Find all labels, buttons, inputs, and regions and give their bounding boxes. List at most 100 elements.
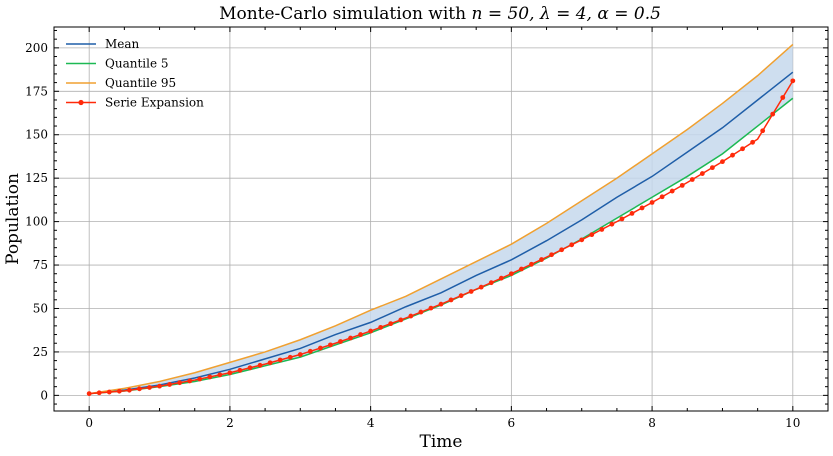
data-point bbox=[519, 266, 524, 272]
x-tick-label: 6 bbox=[508, 416, 516, 430]
data-point bbox=[328, 342, 333, 348]
x-tick-label: 8 bbox=[648, 416, 656, 430]
data-point bbox=[217, 372, 223, 378]
y-tick-label: 50 bbox=[33, 301, 48, 315]
x-tick-label: 2 bbox=[226, 416, 234, 430]
data-point bbox=[619, 216, 625, 222]
data-point bbox=[126, 387, 132, 393]
y-tick-label: 100 bbox=[25, 215, 48, 229]
data-point bbox=[730, 152, 735, 158]
data-point bbox=[599, 227, 605, 232]
data-point bbox=[740, 146, 745, 152]
data-point bbox=[468, 289, 474, 294]
data-point bbox=[539, 257, 544, 262]
data-point bbox=[137, 386, 142, 392]
data-point bbox=[348, 335, 353, 341]
data-point bbox=[187, 378, 193, 384]
chart-title: Monte-Carlo simulation with n = 50, λ = … bbox=[219, 4, 661, 24]
data-point bbox=[267, 360, 273, 366]
y-tick-label: 150 bbox=[25, 128, 48, 142]
y-tick-label: 25 bbox=[33, 345, 48, 359]
legend-label-quantile-95: Quantile 95 bbox=[105, 76, 176, 90]
data-point bbox=[167, 382, 173, 387]
data-point bbox=[307, 348, 313, 354]
data-point bbox=[157, 383, 162, 389]
data-point bbox=[699, 171, 705, 176]
data-point bbox=[710, 165, 715, 171]
data-point bbox=[669, 188, 675, 194]
y-tick-label: 200 bbox=[25, 41, 48, 55]
data-point bbox=[508, 271, 514, 277]
x-axis-label: Time bbox=[420, 432, 463, 452]
data-point bbox=[790, 78, 796, 84]
data-point bbox=[247, 365, 253, 371]
y-tick-label: 125 bbox=[25, 171, 48, 185]
series-line-mean bbox=[89, 71, 794, 395]
data-point bbox=[559, 247, 565, 253]
legend-label-mean: Mean bbox=[105, 37, 140, 51]
data-point bbox=[478, 284, 484, 290]
x-tick-label: 4 bbox=[367, 416, 375, 430]
data-point bbox=[418, 309, 424, 315]
data-point bbox=[398, 317, 404, 323]
data-point bbox=[760, 128, 766, 134]
data-point bbox=[428, 305, 434, 311]
data-point bbox=[408, 313, 414, 319]
data-point bbox=[147, 385, 152, 390]
data-point bbox=[297, 352, 303, 357]
data-point bbox=[237, 367, 243, 373]
data-point bbox=[780, 95, 786, 100]
data-point bbox=[770, 111, 776, 117]
data-point bbox=[388, 321, 394, 327]
data-point bbox=[629, 211, 635, 216]
data-point bbox=[649, 200, 655, 205]
data-point bbox=[458, 293, 464, 299]
legend-marker-serie-expansion bbox=[78, 99, 84, 106]
legend-label-quantile-5: Quantile 5 bbox=[105, 57, 169, 71]
data-point bbox=[207, 374, 213, 380]
x-tick-label: 0 bbox=[85, 416, 93, 430]
legend-label-serie-expansion: Serie Expansion bbox=[105, 96, 204, 110]
data-point bbox=[750, 139, 756, 145]
data-point bbox=[368, 328, 374, 334]
data-point bbox=[96, 390, 102, 396]
data-point bbox=[448, 297, 454, 303]
chart-title-prefix: Monte-Carlo simulation with bbox=[219, 4, 471, 24]
data-point bbox=[569, 242, 575, 248]
data-point bbox=[498, 275, 504, 281]
y-axis-label: Population bbox=[3, 173, 23, 265]
y-tick-label: 75 bbox=[33, 258, 48, 272]
data-point bbox=[177, 380, 183, 386]
data-point bbox=[609, 221, 615, 227]
data-point bbox=[639, 205, 645, 211]
data-point bbox=[287, 354, 293, 360]
data-point bbox=[529, 261, 534, 267]
y-tick-label: 0 bbox=[40, 388, 48, 402]
data-point bbox=[227, 370, 233, 376]
data-point bbox=[277, 357, 283, 363]
data-point bbox=[589, 232, 595, 238]
data-point bbox=[317, 345, 323, 351]
data-point bbox=[338, 339, 343, 344]
y-tick-label: 175 bbox=[25, 84, 48, 98]
data-point bbox=[197, 376, 203, 382]
series-line-serie-expansion bbox=[89, 80, 794, 395]
data-point bbox=[106, 389, 112, 395]
data-point bbox=[438, 301, 444, 307]
data-point bbox=[116, 388, 122, 394]
data-point bbox=[549, 252, 554, 258]
x-tick-label: 10 bbox=[785, 416, 800, 430]
legend: Mean Quantile 5 Quantile 95 Serie Expansion bbox=[66, 37, 204, 110]
series-line-quantile-95 bbox=[89, 43, 794, 395]
data-point bbox=[579, 237, 585, 243]
data-point bbox=[720, 159, 725, 165]
data-point bbox=[358, 332, 363, 337]
data-point bbox=[86, 391, 92, 397]
data-point bbox=[378, 324, 384, 330]
data-point bbox=[488, 280, 494, 286]
chart-title-math: n = 50, λ = 4, α = 0.5 bbox=[471, 4, 660, 24]
data-point bbox=[679, 182, 685, 188]
data-point bbox=[659, 194, 665, 200]
